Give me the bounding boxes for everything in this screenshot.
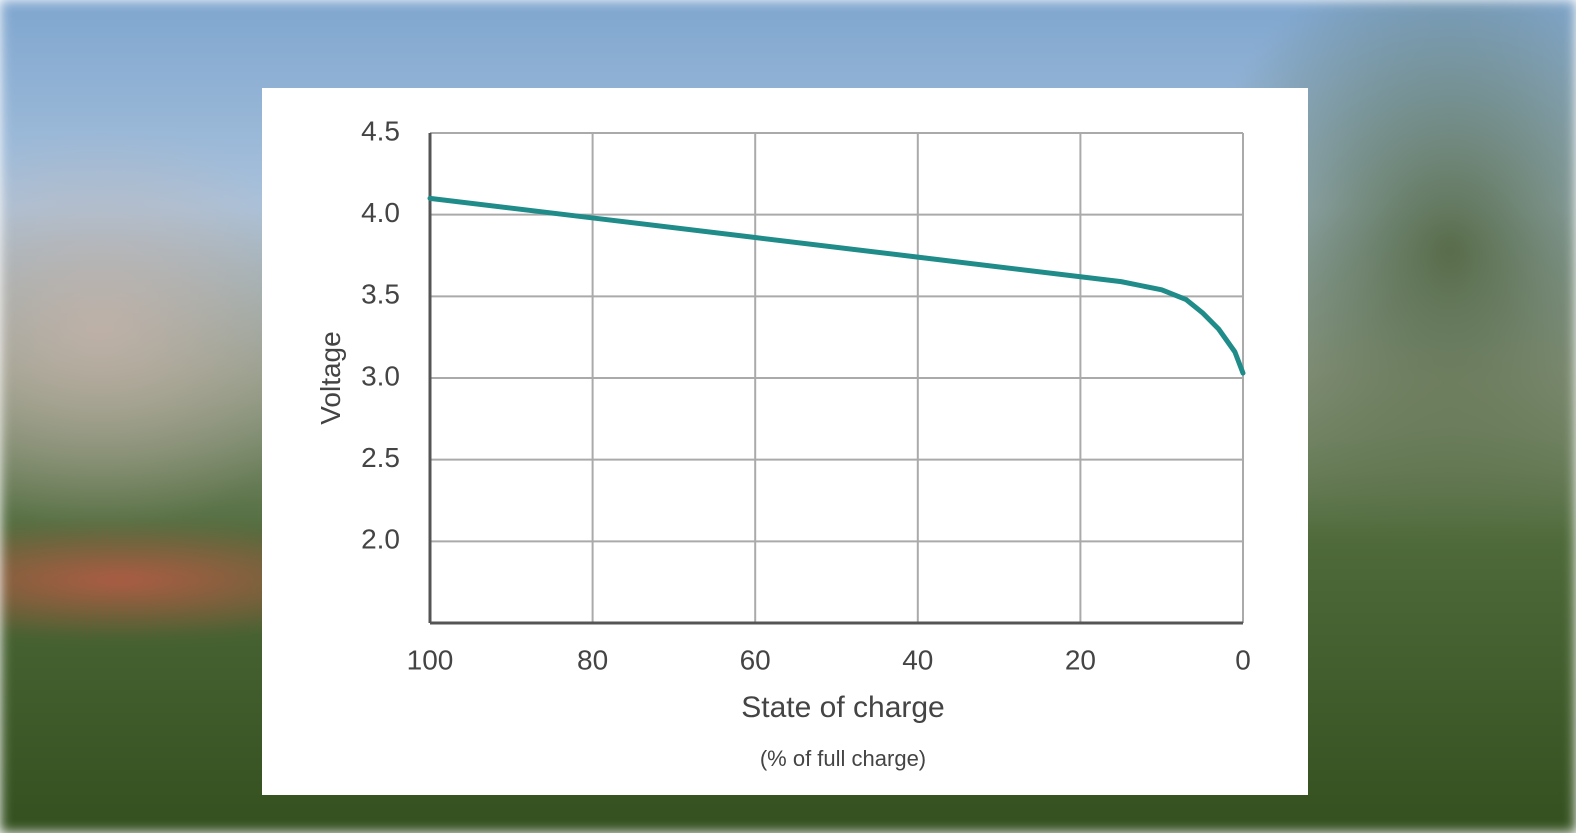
chart-panel (262, 88, 1308, 795)
x-axis-label: State of charge (741, 691, 944, 724)
y-tick-label: 2.5 (361, 442, 400, 473)
x-tick-label: 80 (577, 644, 608, 675)
x-tick-label: 0 (1235, 644, 1251, 675)
y-tick-label: 3.0 (361, 360, 400, 391)
y-tick-label: 2.0 (361, 524, 400, 555)
y-tick-label: 4.0 (361, 197, 400, 228)
data-line (427, 195, 1246, 376)
x-tick-label: 40 (902, 644, 933, 675)
y-tick-label: 3.5 (361, 279, 400, 310)
x-tick-label: 60 (740, 644, 771, 675)
x-tick-label: 100 (407, 644, 454, 675)
x-tick-label: 20 (1065, 644, 1096, 675)
x-axis-sublabel: (% of full charge) (760, 746, 926, 771)
y-axis-label: Voltage (315, 331, 346, 424)
y-tick-label: 4.5 (361, 115, 400, 146)
